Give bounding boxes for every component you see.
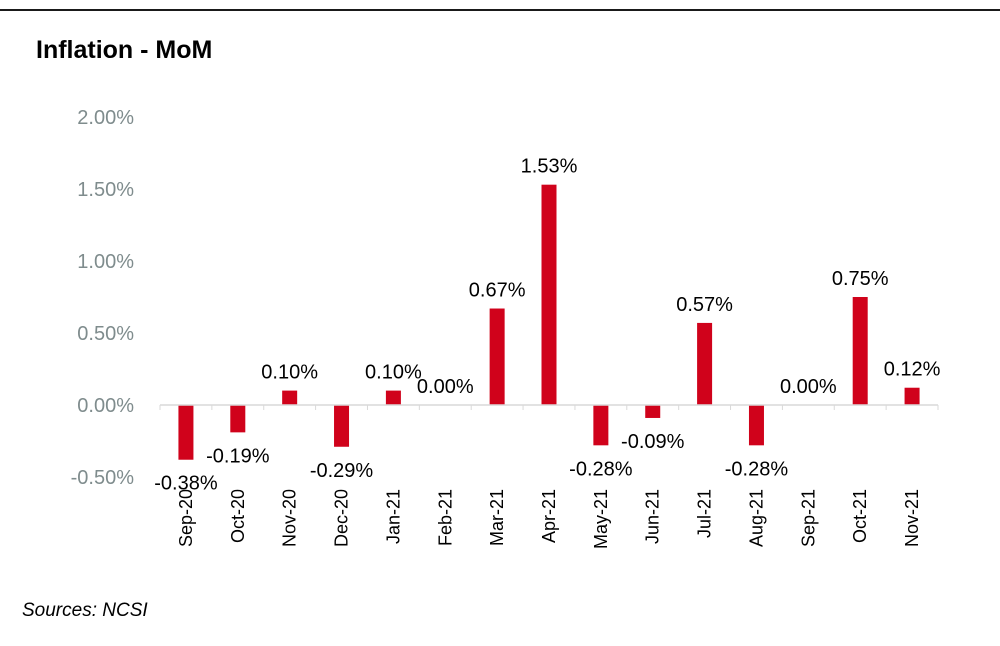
bars bbox=[178, 184, 920, 460]
x-tick-label: Nov-21 bbox=[902, 489, 922, 547]
y-axis: -0.50% 0.00% 0.50% 1.00% 1.50% 2.00% bbox=[71, 107, 135, 489]
bar bbox=[489, 308, 505, 405]
bar bbox=[334, 405, 350, 447]
data-label: -0.29% bbox=[310, 460, 374, 482]
x-tick-label: Sep-21 bbox=[798, 489, 818, 547]
x-tick-label: Feb-21 bbox=[435, 489, 455, 546]
y-tick-label: 0.00% bbox=[77, 395, 134, 417]
data-labels: -0.38%-0.19%0.10%-0.29%0.10%0.00%0.67%1.… bbox=[154, 156, 940, 495]
data-label: 0.57% bbox=[676, 294, 733, 316]
data-label: 1.53% bbox=[521, 156, 578, 178]
chart-title: Inflation - MoM bbox=[36, 36, 213, 64]
bar bbox=[385, 390, 401, 405]
bar bbox=[178, 405, 194, 460]
y-tick-label: -0.50% bbox=[71, 467, 135, 489]
data-label: -0.09% bbox=[621, 431, 685, 453]
bar bbox=[852, 297, 868, 405]
bar bbox=[748, 405, 764, 446]
x-tick-label: Aug-21 bbox=[746, 489, 766, 547]
x-tick-label: Sep-20 bbox=[176, 489, 196, 547]
data-label: 0.10% bbox=[261, 362, 318, 384]
bar bbox=[697, 322, 713, 405]
data-label: 0.00% bbox=[780, 376, 837, 398]
x-tick-label: Oct-20 bbox=[228, 489, 248, 543]
y-tick-label: 0.50% bbox=[77, 323, 134, 345]
x-tick-label: May-21 bbox=[591, 489, 611, 549]
x-tick-label: Dec-20 bbox=[332, 489, 352, 547]
y-tick-label: 1.00% bbox=[77, 251, 134, 273]
y-tick-label: 2.00% bbox=[77, 107, 134, 129]
x-tick-label: Oct-21 bbox=[850, 489, 870, 543]
x-axis: Sep-20 Oct-20 Nov-20 Dec-20 Jan-21 Feb-21 Mar-… bbox=[176, 489, 922, 549]
x-tick-label: Nov-20 bbox=[280, 489, 300, 547]
x-tick-label: Jun-21 bbox=[643, 489, 663, 544]
data-label: 0.12% bbox=[884, 359, 941, 381]
x-tick-label: Apr-21 bbox=[539, 489, 559, 543]
x-tick-label: Mar-21 bbox=[487, 489, 507, 546]
bar bbox=[645, 405, 661, 418]
bar bbox=[593, 405, 609, 446]
data-label: -0.19% bbox=[206, 445, 270, 467]
data-label: -0.28% bbox=[725, 458, 789, 480]
x-tick-label: Jul-21 bbox=[695, 489, 715, 538]
bar bbox=[230, 405, 246, 433]
data-label: 0.00% bbox=[417, 376, 474, 398]
zero-axis-line bbox=[159, 404, 939, 410]
top-rule bbox=[0, 9, 1000, 11]
data-label: 0.75% bbox=[832, 268, 889, 290]
bar bbox=[282, 390, 298, 405]
data-label: 0.67% bbox=[469, 280, 526, 302]
x-tick-label: Jan-21 bbox=[383, 489, 403, 544]
y-tick-label: 1.50% bbox=[77, 179, 134, 201]
data-label: 0.10% bbox=[365, 362, 422, 384]
data-label: -0.38% bbox=[154, 473, 218, 495]
data-label: -0.28% bbox=[569, 458, 633, 480]
bar bbox=[904, 387, 920, 405]
bar bbox=[541, 184, 557, 405]
source-note: Sources: NCSI bbox=[22, 600, 148, 621]
